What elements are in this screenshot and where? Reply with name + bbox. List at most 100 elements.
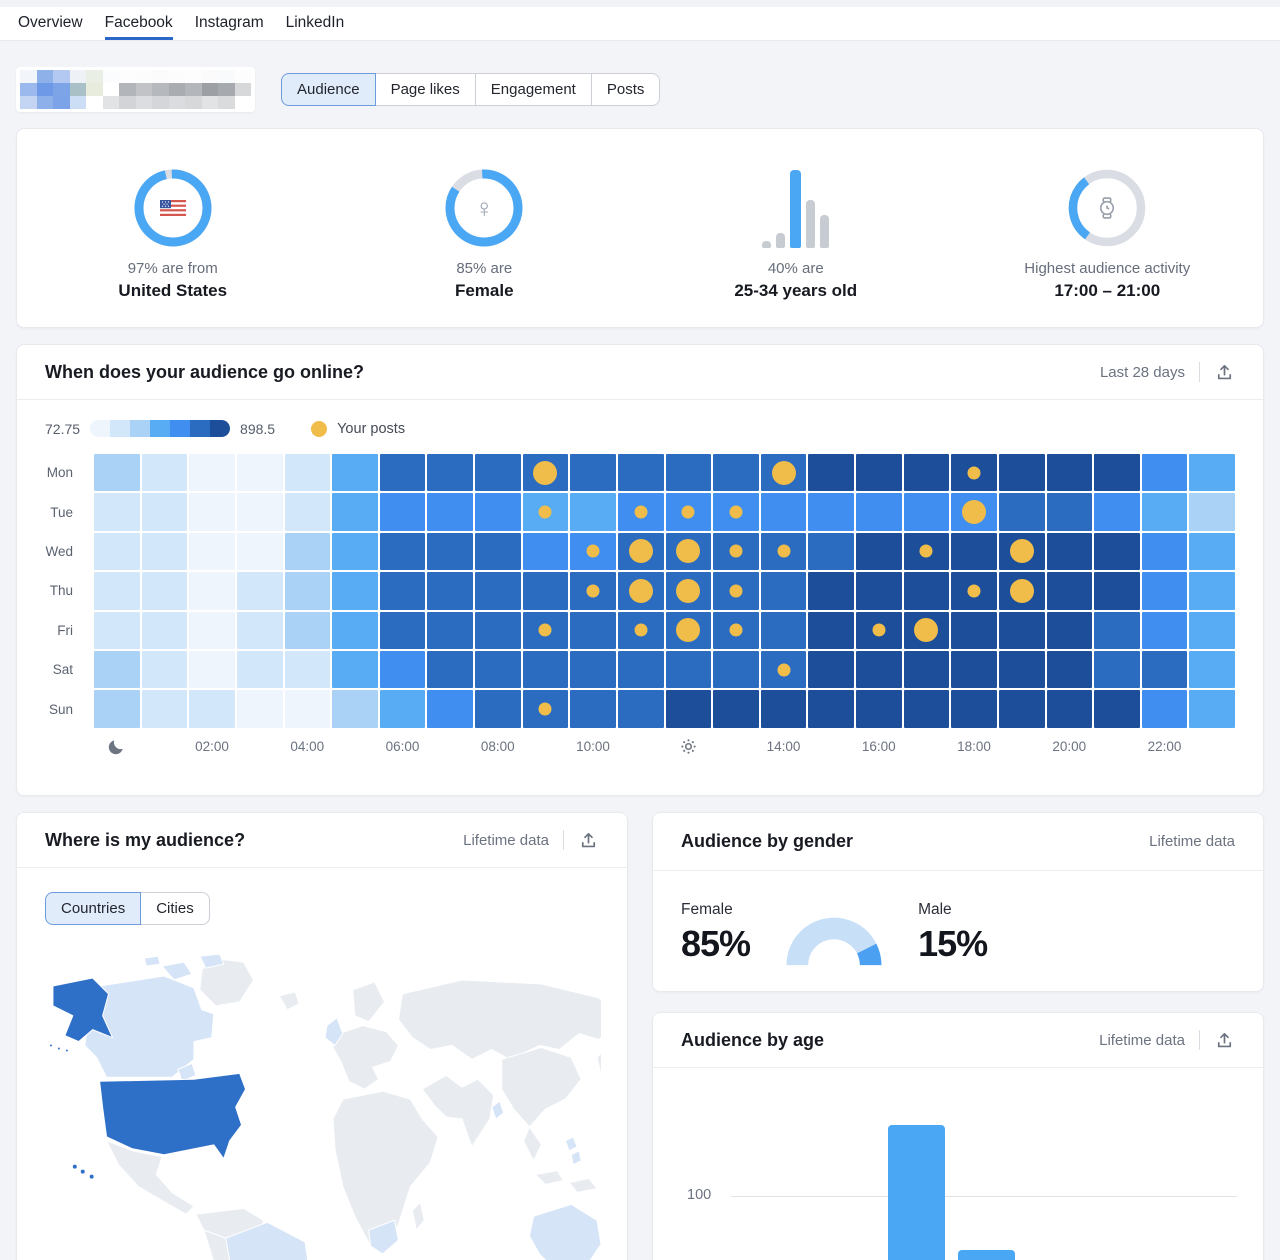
mosaic-pixel [69, 83, 86, 96]
age-mini-bar-chart [762, 156, 830, 248]
heatmap-cell [617, 493, 664, 531]
heatmap-cell [951, 650, 997, 689]
mosaic-pixel [234, 70, 251, 83]
us-flag [133, 168, 213, 248]
heatmap-cell [713, 611, 759, 649]
location-export-button[interactable] [578, 830, 599, 851]
mosaic-pixel [218, 96, 235, 109]
heatmap-cell [189, 454, 235, 492]
heatmap-cell [427, 650, 473, 689]
heatmap-cell [1094, 532, 1140, 571]
heatmap-cell [332, 572, 378, 610]
mosaic-pixel [20, 96, 37, 109]
heatmap-cell [665, 690, 712, 728]
nav-tab-overview[interactable]: Overview [18, 14, 83, 31]
male-value: 15% [918, 923, 988, 964]
heatmap-cell [332, 690, 378, 728]
mosaic-pixel [185, 70, 202, 83]
heatmap-cell [379, 611, 426, 649]
heatmap-cell [713, 572, 759, 610]
mosaic-pixel [102, 83, 119, 96]
location-range-label: Lifetime data [463, 831, 549, 849]
heatmap-cell [284, 690, 331, 728]
heatmap-cell [1189, 454, 1235, 492]
heatmap-cell [856, 532, 902, 571]
age-bar-chart: 100 [653, 1068, 1263, 1260]
age-export-button[interactable] [1214, 1030, 1235, 1051]
day-label-fri: Fri [57, 622, 73, 638]
heatmap-cell [1141, 493, 1188, 531]
heatmap-cell [475, 690, 521, 728]
heatmap-cell [284, 532, 331, 571]
heatmap-cell [760, 493, 807, 531]
hour-axis-empty [427, 734, 473, 760]
male-label: Male [918, 901, 952, 918]
heatmap-cell [94, 572, 140, 610]
mosaic-pixel [86, 70, 103, 83]
nav-tab-instagram[interactable]: Instagram [194, 14, 264, 31]
mosaic-pixel [86, 96, 103, 109]
heatmap-cell [713, 532, 759, 571]
mosaic-pixel [135, 70, 152, 83]
mini-bar [806, 199, 816, 248]
heatmap-cell [379, 454, 426, 492]
post-marker-dot [628, 578, 653, 603]
heatmap-cell [94, 493, 140, 531]
nav-tab-linkedin[interactable]: LinkedIn [285, 14, 345, 31]
heatmap-cell [856, 572, 902, 610]
heatmap-cell [1189, 493, 1235, 531]
toggle-countries[interactable]: Countries [45, 892, 142, 925]
gender-card-title: Audience by gender [681, 831, 854, 851]
hour-label: 10:00 [576, 739, 610, 755]
heatmap-cell [998, 454, 1045, 492]
post-marker-dot [729, 505, 743, 519]
heatmap-cell [570, 650, 616, 689]
legend-color-scale [90, 420, 231, 437]
tab-page-likes[interactable]: Page likes [374, 73, 476, 106]
gender-donut-chart: ♀ [444, 156, 524, 248]
kpi-gender: ♀ 85% are Female [329, 156, 641, 301]
hour-axis-empty [808, 734, 854, 760]
location-card-title: Where is my audience? [45, 829, 246, 850]
post-marker-dot [681, 505, 695, 519]
your-posts-dot-icon [311, 420, 328, 437]
watch-icon [1067, 168, 1147, 248]
nav-tab-facebook[interactable]: Facebook [104, 7, 173, 40]
heatmap-cell [141, 611, 188, 649]
male-stat: Male 15% [918, 901, 988, 965]
gauge-male-arc [856, 943, 882, 966]
mini-bar [790, 169, 802, 248]
heatmap-cell [141, 650, 188, 689]
legend-max-value: 898.5 [240, 420, 276, 437]
heatmap-cell [1141, 650, 1188, 689]
heatmap-cell [522, 532, 569, 571]
kpi-country-line2: United States [118, 280, 228, 300]
hour-label: 16:00 [861, 739, 896, 755]
hour-axis-empty [999, 734, 1045, 760]
mosaic-pixel [53, 83, 70, 96]
tab-posts[interactable]: Posts [590, 73, 661, 106]
tab-audience[interactable]: Audience [281, 73, 376, 106]
post-marker-dot [967, 466, 981, 480]
heatmap-legend: 72.75 898.5 Your posts [45, 420, 1235, 437]
heatmap-cell [284, 572, 331, 610]
heatmap-cell [522, 690, 569, 728]
tab-engagement[interactable]: Engagement [474, 73, 592, 106]
heatmap-cell [522, 493, 569, 531]
post-marker-dot [967, 584, 981, 598]
post-marker-dot [1009, 578, 1034, 603]
heatmap-cell [1141, 611, 1188, 649]
heatmap-cell [760, 572, 807, 610]
your-posts-label: Your posts [337, 420, 406, 437]
world-map [45, 949, 601, 1260]
heatmap-cell [903, 493, 950, 531]
heatmap-cell [427, 690, 473, 728]
post-marker-dot [676, 539, 701, 564]
mosaic-pixel [102, 96, 119, 109]
heatmap-export-button[interactable] [1214, 362, 1235, 383]
heatmap-cell [570, 454, 616, 492]
toggle-cities[interactable]: Cities [140, 892, 210, 925]
mosaic-pixel [185, 96, 202, 109]
heatmap-cell [284, 493, 331, 531]
post-marker-dot [586, 544, 600, 558]
